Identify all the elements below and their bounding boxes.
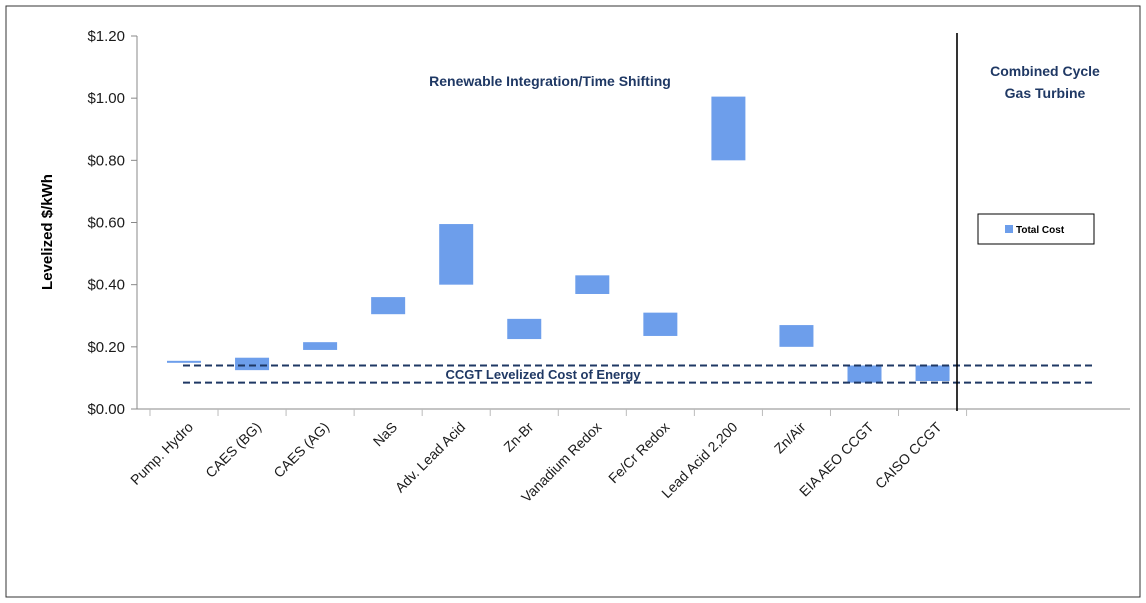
bar bbox=[711, 96, 746, 161]
legend-label: Total Cost bbox=[1016, 225, 1065, 236]
y-tick-label: $0.60 bbox=[87, 215, 125, 232]
bar bbox=[847, 365, 882, 383]
y-axis bbox=[131, 35, 138, 410]
bar bbox=[507, 318, 542, 340]
y-tick-labels: $0.00 $0.20 $0.40 $0.60 $0.80 $1.00 $1.20 bbox=[87, 28, 125, 418]
y-tick-label: $0.80 bbox=[87, 152, 125, 169]
y-tick-label: $1.20 bbox=[87, 28, 125, 45]
y-tick-label: $0.20 bbox=[87, 339, 125, 356]
y-tick-label: $0.40 bbox=[87, 277, 125, 294]
bar bbox=[575, 275, 610, 294]
legend-swatch bbox=[1005, 225, 1013, 233]
reference-band bbox=[183, 364, 1093, 384]
region-label-line: Renewable Integration/Time Shifting bbox=[429, 73, 671, 89]
y-tick-label: $1.00 bbox=[87, 90, 125, 107]
y-axis-label: Levelized $/kWh bbox=[39, 174, 56, 290]
bar bbox=[915, 365, 950, 382]
region-label-renewable: Renewable Integration/Time Shifting bbox=[429, 73, 671, 89]
bar bbox=[235, 357, 270, 371]
chart-border bbox=[5, 5, 1141, 598]
region-label-line: Gas Turbine bbox=[1005, 85, 1086, 101]
bar-series bbox=[167, 96, 950, 383]
bar bbox=[643, 312, 678, 336]
y-tick-label: $0.00 bbox=[87, 401, 125, 418]
bar bbox=[371, 297, 406, 315]
x-axis bbox=[137, 408, 1130, 416]
region-label-ccgt: Combined Cycle Gas Turbine bbox=[990, 63, 1100, 101]
bar bbox=[167, 360, 201, 363]
reference-band-label: CCGT Levelized Cost of Energy bbox=[445, 367, 641, 382]
bar bbox=[439, 224, 474, 285]
bar bbox=[779, 325, 814, 347]
legend: Total Cost bbox=[977, 213, 1095, 245]
region-label-line: Combined Cycle bbox=[990, 63, 1100, 79]
legend-box bbox=[977, 213, 1095, 245]
bar bbox=[303, 342, 338, 350]
